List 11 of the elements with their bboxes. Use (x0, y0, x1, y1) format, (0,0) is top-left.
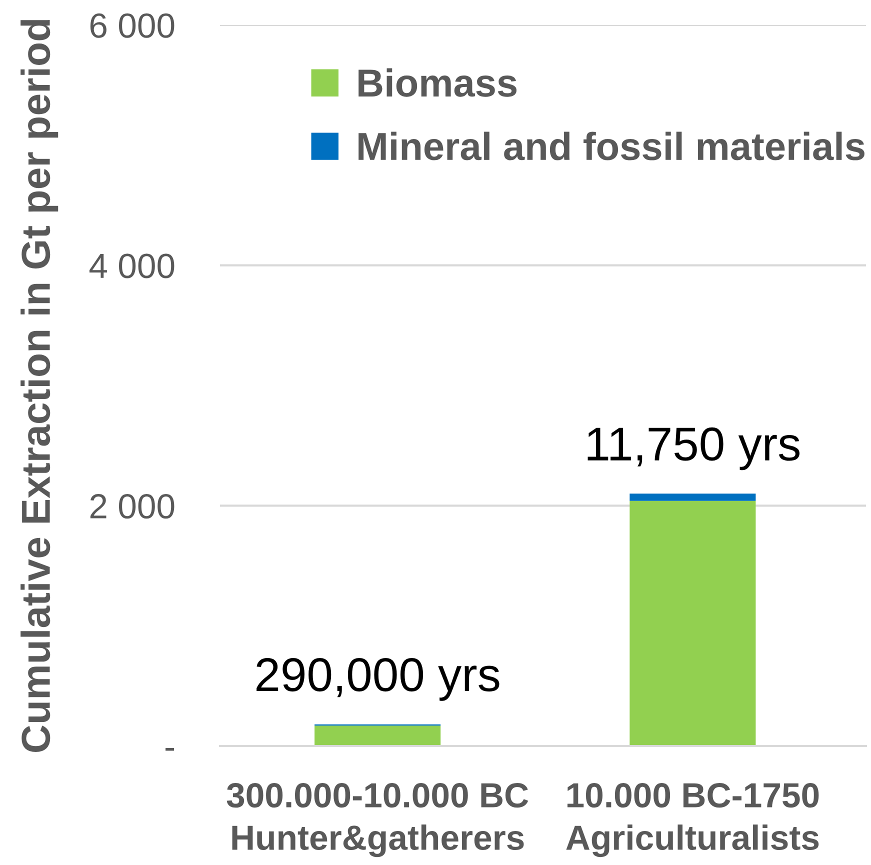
y-tick-label: 2 000 (90, 494, 174, 519)
y-tick-label: - (166, 748, 174, 751)
y-tick-label: 4 000 (89, 254, 174, 278)
y-axis-title: Cumulative Extraction in Gt per period (20, 20, 58, 752)
annotation: 11,750 yrs (588, 427, 800, 470)
legend-label: Biomass (358, 68, 516, 97)
x-tick-label: 10.000 BC-1750 Agriculturalists (566, 783, 819, 858)
annotation: 290,000 yrs (256, 658, 500, 701)
x-tick-label: 300.000-10.000 BC Hunter&gatherers (226, 783, 528, 858)
legend-label: Mineral and fossil materials (358, 132, 864, 160)
y-tick-label: 6 000 (90, 13, 174, 38)
